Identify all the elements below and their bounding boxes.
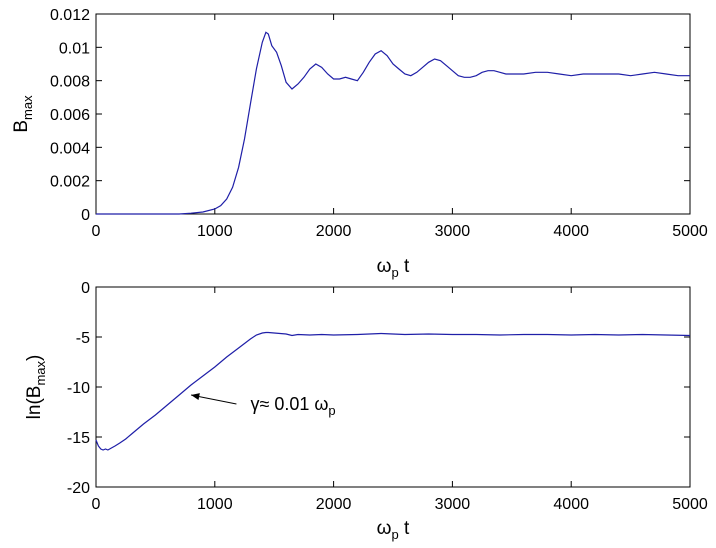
- growth-rate-arrow-head: [191, 393, 200, 401]
- ln-bmax-ytick-label: 0: [81, 280, 90, 297]
- bmax-ytick-label: 0.012: [50, 7, 90, 24]
- ln-bmax-plot-xtick-labels: 0 1000 2000 3000 4000 5000: [92, 496, 708, 513]
- bmax-xtick-label: 3000: [435, 223, 471, 240]
- bmax-plot-xtick-labels: 0 1000 2000 3000 4000 5000: [92, 223, 708, 240]
- ln-bmax-ytick-label: -10: [67, 380, 90, 397]
- bmax-ytick-label: 0.01: [59, 40, 90, 57]
- bmax-xtick-label: 1000: [197, 223, 233, 240]
- bmax-plot-ylabel: Bmax: [11, 95, 35, 133]
- ln-bmax-annotations: γ≈ 0.01 ωp: [190, 393, 336, 418]
- ln-bmax-series-line: [95, 331, 691, 451]
- bmax-plot-ytick-labels: 0 0.002 0.004 0.006 0.008 0.01 0.012: [50, 7, 90, 224]
- bmax-plot: 0 1000 2000 3000 4000 5000 0 0.002 0.004 0.006 0.…: [11, 7, 708, 280]
- bmax-xtick-label: 0: [92, 223, 101, 240]
- bmax-xtick-label: 4000: [553, 223, 589, 240]
- bmax-xtick-label: 5000: [672, 223, 708, 240]
- ln-bmax-xtick-label: 3000: [435, 496, 471, 513]
- bmax-xtick-label: 2000: [316, 223, 352, 240]
- bmax-series-line: [96, 31, 690, 215]
- bmax-ytick-label: 0.008: [50, 74, 90, 91]
- bmax-ytick-label: 0.002: [50, 174, 90, 191]
- ln-bmax-plot-ytick-labels: -20 -15 -10 -5 0: [67, 280, 90, 497]
- ln-bmax-xtick-label: 4000: [553, 496, 589, 513]
- ln-bmax-plot-ylabel: ln(Bmax): [24, 355, 48, 420]
- ln-bmax-ytick-label: -5: [76, 330, 90, 347]
- bmax-ytick-label: 0.004: [50, 140, 90, 157]
- ln-bmax-xtick-label: 2000: [316, 496, 352, 513]
- ln-bmax-plot-ticks: [95, 286, 691, 488]
- ln-bmax-ytick-label: -15: [67, 430, 90, 447]
- bmax-ytick-label: 0: [81, 207, 90, 224]
- growth-rate-annotation: γ≈ 0.01 ωp: [250, 394, 335, 418]
- bmax-ytick-label: 0.006: [50, 107, 90, 124]
- ln-bmax-ytick-label: -20: [67, 480, 90, 497]
- ln-bmax-plot: 0 1000 2000 3000 4000 5000 -20 -15 -10 -5 0 γ≈ 0.…: [24, 280, 708, 542]
- ln-bmax-xtick-label: 5000: [672, 496, 708, 513]
- ln-bmax-plot-xlabel: ωp t: [377, 518, 410, 542]
- bmax-plot-xlabel: ωp t: [377, 256, 410, 280]
- ln-bmax-xtick-label: 1000: [197, 496, 233, 513]
- ln-bmax-xtick-label: 0: [92, 496, 101, 513]
